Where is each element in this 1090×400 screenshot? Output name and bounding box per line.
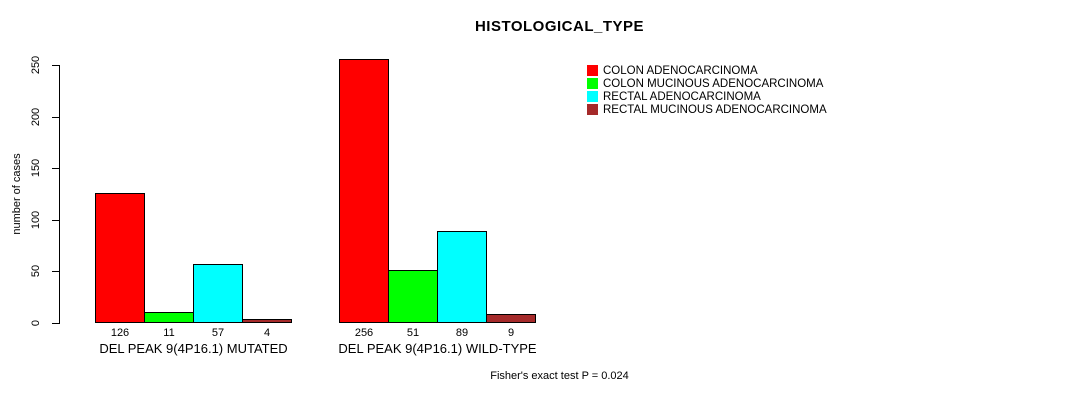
legend-label: COLON MUCINOUS ADENOCARCINOMA [603, 77, 824, 90]
bar [388, 270, 438, 323]
legend-row: RECTAL ADENOCARCINOMA [587, 90, 827, 103]
legend: COLON ADENOCARCINOMA COLON MUCINOUS ADENO… [587, 64, 827, 116]
bar-value-label: 4 [263, 327, 271, 339]
bar-value-label: 126 [110, 327, 130, 339]
bar [437, 231, 487, 323]
bar-value-label: 256 [354, 327, 374, 339]
chart-title: HISTOLOGICAL_TYPE [474, 18, 645, 35]
group-label: DEL PEAK 9(4P16.1) MUTATED [99, 341, 288, 356]
bar-value-label: 51 [406, 327, 420, 339]
y-tick-mark [52, 168, 59, 169]
y-tick-label: 100 [30, 210, 42, 230]
legend-label: COLON ADENOCARCINOMA [603, 64, 758, 77]
y-tick-label: 200 [30, 107, 42, 127]
legend-row: COLON ADENOCARCINOMA [587, 64, 827, 77]
bar [339, 59, 389, 323]
legend-label: RECTAL MUCINOUS ADENOCARCINOMA [603, 103, 827, 116]
y-axis-line [59, 65, 60, 324]
legend-row: COLON MUCINOUS ADENOCARCINOMA [587, 77, 827, 90]
legend-swatch [587, 78, 598, 89]
fisher-test-annotation: Fisher's exact test P = 0.024 [490, 370, 629, 382]
bar-value-label: 57 [211, 327, 225, 339]
legend-label: RECTAL ADENOCARCINOMA [603, 90, 761, 103]
y-tick-mark [52, 65, 59, 66]
bar-value-label: 9 [507, 327, 515, 339]
bar [193, 264, 243, 323]
y-tick-mark [52, 323, 59, 324]
y-axis-label: number of cases [11, 153, 23, 235]
y-tick-label: 0 [30, 319, 42, 327]
bar-value-label: 11 [163, 327, 175, 339]
bar [242, 319, 292, 323]
y-tick-label: 50 [30, 264, 42, 278]
legend-swatch [587, 65, 598, 76]
y-tick-mark [52, 220, 59, 221]
group-label: DEL PEAK 9(4P16.1) WILD-TYPE [338, 341, 537, 356]
y-tick-mark [52, 117, 59, 118]
legend-row: RECTAL MUCINOUS ADENOCARCINOMA [587, 103, 827, 116]
legend-swatch [587, 91, 598, 102]
y-tick-label: 250 [30, 55, 42, 75]
bar [486, 314, 536, 323]
bar-value-label: 89 [455, 327, 469, 339]
y-tick-label: 150 [30, 158, 42, 178]
y-tick-mark [52, 271, 59, 272]
legend-swatch [587, 104, 598, 115]
bar [95, 193, 145, 323]
bar [144, 312, 194, 323]
